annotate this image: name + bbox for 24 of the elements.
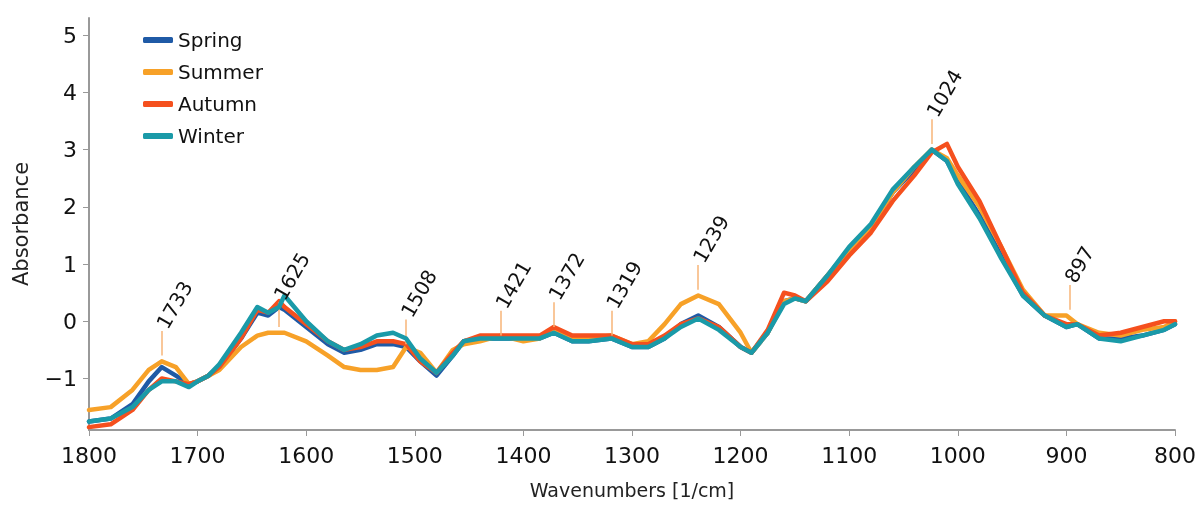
x-tick-label: 1400 <box>495 442 552 468</box>
x-tick-label: 1600 <box>278 442 335 468</box>
legend-label: Summer <box>178 60 264 84</box>
y-tick-label: 4 <box>63 79 77 105</box>
x-tick-label: 1100 <box>821 442 878 468</box>
legend-label: Autumn <box>178 92 258 116</box>
x-tick-label: 1500 <box>386 442 443 468</box>
x-tick-label: 1200 <box>712 442 769 468</box>
x-axis-title: Wavenumbers [1/cm] <box>529 478 735 501</box>
legend-label: Winter <box>178 124 245 148</box>
y-tick-label: 5 <box>63 22 77 48</box>
x-tick-label: 1800 <box>61 442 117 468</box>
y-tick-label: 1 <box>63 251 77 277</box>
y-axis-title: Absorbance <box>8 161 33 287</box>
legend-label: Spring <box>178 28 243 52</box>
x-tick-label: 1000 <box>929 442 986 468</box>
y-tick-label: 0 <box>63 308 77 334</box>
x-tick-label: 900 <box>1045 442 1088 468</box>
y-tick-label: 2 <box>63 194 77 220</box>
x-tick-label: 1700 <box>169 442 226 468</box>
x-tick-label: 1300 <box>604 442 660 468</box>
y-tick-label: −1 <box>44 366 77 391</box>
x-tick-label: 800 <box>1154 442 1196 468</box>
y-tick-label: 3 <box>63 137 77 163</box>
